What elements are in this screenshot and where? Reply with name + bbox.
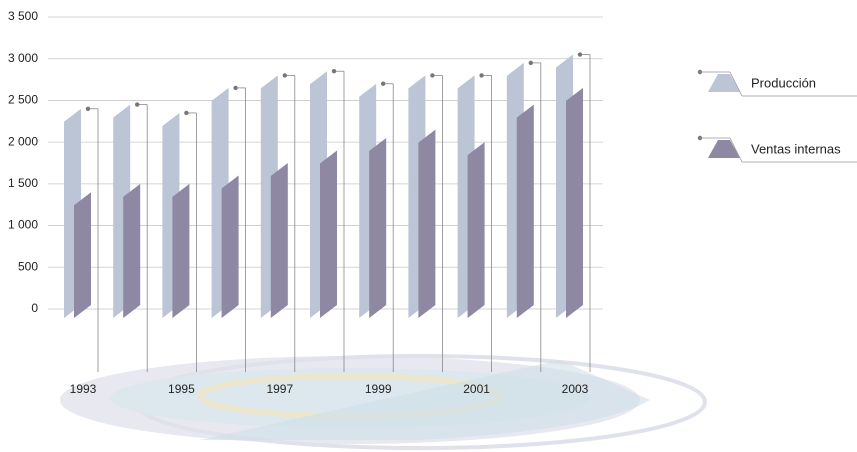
bar (172, 183, 190, 318)
marker-dot (528, 60, 533, 66)
y-tick-label: 500 (18, 259, 38, 273)
x-tick-label: 1999 (365, 382, 392, 396)
marker-dot (577, 52, 583, 57)
bar (221, 175, 239, 318)
marker-dot (282, 73, 287, 78)
marker-dot (184, 110, 189, 116)
marker-dot (135, 102, 140, 107)
legend-line (729, 71, 743, 97)
legend-label: Producción (751, 75, 816, 90)
marker-dot (479, 73, 484, 78)
marker-dot (381, 81, 386, 86)
bar (369, 137, 387, 318)
x-tick-label: 1997 (266, 382, 293, 396)
floor-decoration (60, 354, 707, 450)
bar (566, 87, 583, 319)
bar (467, 142, 485, 318)
bar (270, 163, 288, 318)
y-tick-label: 0 (31, 301, 38, 315)
x-tick-label: 1993 (70, 382, 97, 396)
legend-label: Ventas internas (751, 141, 841, 156)
y-tick-label: 3 500 (8, 9, 38, 23)
y-tick-label: 1 500 (8, 176, 38, 190)
x-tick-label: 1995 (168, 382, 195, 396)
marker-dot (430, 73, 435, 78)
marker-dot (85, 106, 91, 111)
legend-swatch (708, 140, 740, 158)
marker-dot (233, 85, 238, 91)
marker-dot (331, 69, 337, 74)
y-tick-label: 3 000 (8, 51, 38, 65)
bar (516, 104, 534, 318)
legend: Producción Ventas internas (697, 69, 857, 163)
y-tick-label: 2 000 (8, 134, 38, 148)
bar (123, 183, 141, 318)
x-tick-label: 2003 (562, 382, 589, 396)
x-tick-label: 2001 (463, 382, 490, 396)
bar (320, 150, 337, 318)
legend-line (729, 137, 743, 163)
y-tick-label: 2 500 (8, 93, 38, 107)
y-tick-label: 1 000 (8, 218, 38, 232)
legend-swatch (708, 74, 740, 92)
bar (418, 129, 436, 318)
bar (74, 192, 91, 318)
